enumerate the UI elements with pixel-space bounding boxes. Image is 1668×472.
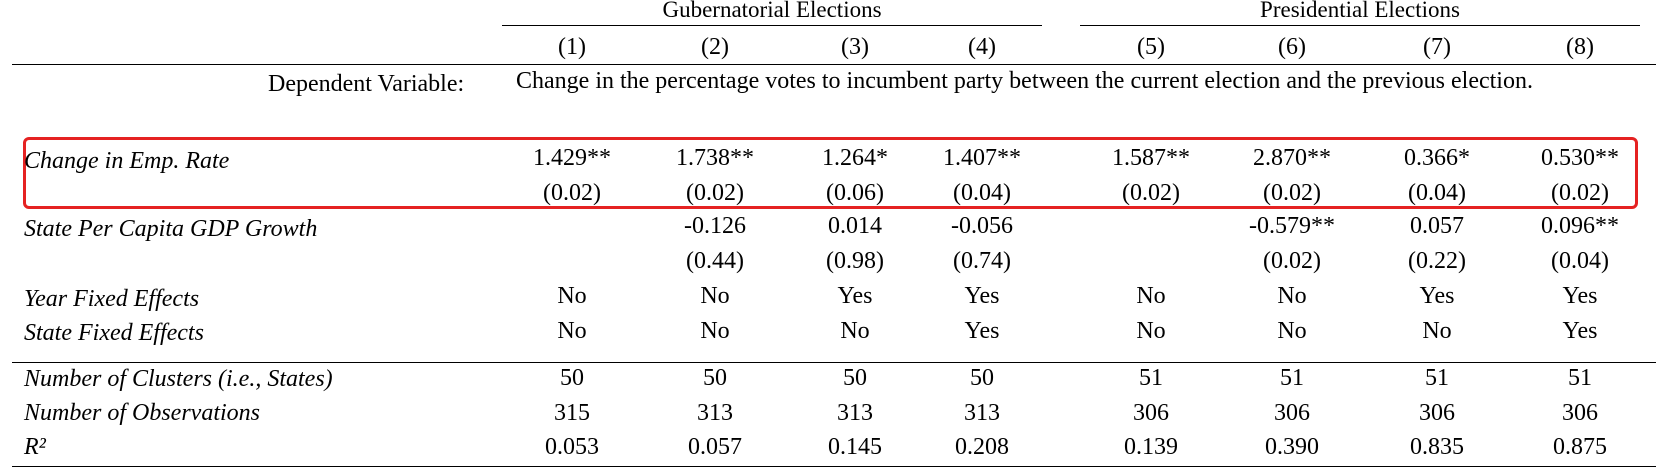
gubernatorial-header: Gubernatorial Elections [662, 0, 882, 22]
value-cell: No [1136, 283, 1166, 309]
value-cell: 0.390 [1265, 434, 1319, 460]
row-label-year-fe: Year Fixed Effects [24, 286, 200, 312]
column-number: (8) [1566, 34, 1594, 60]
value-cell: No [1277, 283, 1307, 309]
value-cell: 315 [554, 400, 590, 426]
value-cell: 50 [560, 365, 584, 391]
value-cell: Yes [964, 283, 1000, 309]
value-cell: 0.208 [955, 434, 1009, 460]
value-cell: 306 [1419, 400, 1455, 426]
value-cell: No [1277, 318, 1307, 344]
se-cell: (0.02) [1122, 180, 1180, 206]
coef-cell: 0.057 [1410, 213, 1464, 239]
se-cell: (0.22) [1408, 248, 1466, 274]
column-number: (1) [558, 34, 586, 60]
row-label-gdp-growth: State Per Capita GDP Growth [24, 216, 318, 242]
presidential-underline [1080, 25, 1640, 26]
se-cell: (0.04) [1551, 248, 1609, 274]
value-cell: 313 [964, 400, 1000, 426]
value-cell: No [1136, 318, 1166, 344]
column-number: (4) [968, 34, 996, 60]
value-cell: 0.835 [1410, 434, 1464, 460]
column-number: (3) [841, 34, 869, 60]
coef-cell: 1.587** [1112, 145, 1190, 171]
value-cell: 51 [1139, 365, 1163, 391]
se-cell: (0.44) [686, 248, 744, 274]
coef-cell: -0.579** [1249, 213, 1335, 239]
value-cell: 50 [703, 365, 727, 391]
value-cell: No [1422, 318, 1452, 344]
value-cell: 306 [1562, 400, 1598, 426]
se-cell: (0.02) [1263, 180, 1321, 206]
row-label-observations: Number of Observations [24, 400, 260, 426]
value-cell: Yes [1419, 283, 1455, 309]
coef-cell: 0.096** [1541, 213, 1619, 239]
se-cell: (0.02) [1551, 180, 1609, 206]
coef-cell: -0.126 [684, 213, 746, 239]
value-cell: 313 [837, 400, 873, 426]
se-cell: (0.06) [826, 180, 884, 206]
value-cell: 51 [1425, 365, 1449, 391]
value-cell: No [557, 283, 587, 309]
se-cell: (0.02) [1263, 248, 1321, 274]
value-cell: 0.053 [545, 434, 599, 460]
coef-cell: 0.530** [1541, 145, 1619, 171]
row-label-r-squared: R² [24, 434, 46, 460]
column-number: (5) [1137, 34, 1165, 60]
coef-cell: 1.738** [676, 145, 754, 171]
value-cell: Yes [964, 318, 1000, 344]
coef-cell: 0.366* [1404, 145, 1470, 171]
se-cell: (0.04) [1408, 180, 1466, 206]
se-cell: (0.98) [826, 248, 884, 274]
value-cell: No [700, 318, 730, 344]
coef-cell: 0.014 [828, 213, 882, 239]
value-cell: Yes [837, 283, 873, 309]
se-cell: (0.74) [953, 248, 1011, 274]
value-cell: 313 [697, 400, 733, 426]
coef-cell: 2.870** [1253, 145, 1331, 171]
value-cell: 50 [843, 365, 867, 391]
value-cell: No [557, 318, 587, 344]
row-label-clusters: Number of Clusters (i.e., States) [24, 366, 333, 392]
header-rule [12, 64, 1656, 65]
column-number: (6) [1278, 34, 1306, 60]
column-number: (7) [1423, 34, 1451, 60]
value-cell: No [700, 283, 730, 309]
highlight-box [23, 137, 1638, 209]
value-cell: 0.145 [828, 434, 882, 460]
dependent-variable-label: Dependent Variable: [268, 71, 465, 97]
gubernatorial-underline [502, 25, 1042, 26]
value-cell: No [840, 318, 870, 344]
value-cell: 0.139 [1124, 434, 1178, 460]
bottom-rule [12, 466, 1656, 467]
value-cell: Yes [1562, 318, 1598, 344]
dependent-variable-text: Change in the percentage votes to incumb… [516, 68, 1533, 94]
value-cell: 50 [970, 365, 994, 391]
row-label-state-fe: State Fixed Effects [24, 320, 204, 346]
value-cell: 51 [1568, 365, 1592, 391]
value-cell: 51 [1280, 365, 1304, 391]
se-cell: (0.04) [953, 180, 1011, 206]
coef-cell: -0.056 [951, 213, 1013, 239]
row-label-emp-rate: Change in Emp. Rate [24, 148, 230, 174]
value-cell: 0.875 [1553, 434, 1607, 460]
coef-cell: 1.429** [533, 145, 611, 171]
value-cell: 306 [1274, 400, 1310, 426]
se-cell: (0.02) [543, 180, 601, 206]
value-cell: 306 [1133, 400, 1169, 426]
se-cell: (0.02) [686, 180, 744, 206]
coef-cell: 1.264* [822, 145, 888, 171]
presidential-header: Presidential Elections [1260, 0, 1460, 22]
value-cell: Yes [1562, 283, 1598, 309]
stats-rule [12, 362, 1656, 363]
value-cell: 0.057 [688, 434, 742, 460]
coef-cell: 1.407** [943, 145, 1021, 171]
column-number: (2) [701, 34, 729, 60]
